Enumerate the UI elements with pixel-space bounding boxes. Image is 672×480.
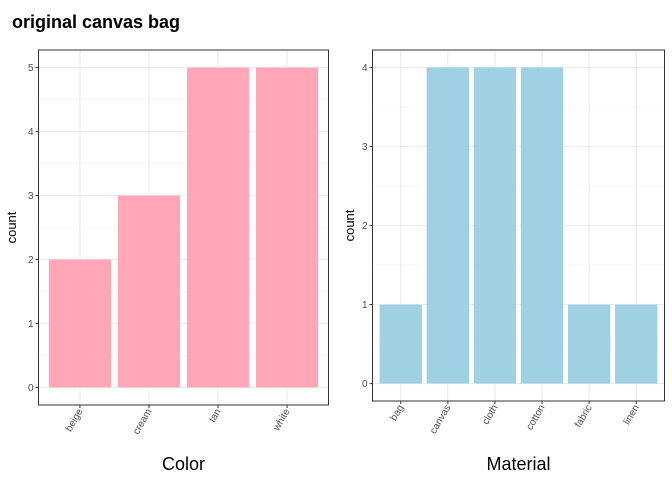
bar-cream [117,195,181,388]
color-count-panel: 0 1 2 3 4 5 beige cream tan white count Color [4,49,329,474]
x-tick-label-beige: beige [64,407,86,434]
bar-cloth [473,67,517,384]
x-tick-label-white: white [271,407,293,434]
x-axis: bag canvas cloth cotton fabric linen [388,401,642,436]
y-tick-label: 3 [28,191,34,202]
y-tick-label: 2 [28,255,34,266]
y-tick-label: 5 [28,63,34,74]
x-axis-title: Material [486,454,550,474]
bar-bag [379,304,422,384]
bar-fabric [567,304,611,384]
x-tick-label-linen: linen [622,403,642,427]
bars [48,67,319,388]
material-count-panel: 0 1 2 3 4 bag canvas cloth cotton fabric linen coun… [342,49,665,474]
y-tick-label: 0 [28,383,34,394]
bar-linen [615,304,658,384]
panel-border [38,49,329,406]
bar-cotton [520,67,564,384]
y-axis: 0 1 2 3 4 [362,63,373,390]
x-tick-label-cloth: cloth [480,403,500,427]
y-axis-title: count [4,211,19,243]
x-tick-label-cotton: cotton [524,403,547,432]
bar-canvas [426,67,470,384]
y-tick-label: 0 [362,379,368,390]
x-tick-label-cream: cream [131,407,154,437]
y-tick-label: 4 [362,63,368,74]
y-tick-label: 1 [362,300,368,311]
y-tick-label: 2 [362,221,368,232]
bar-tan [186,67,250,388]
x-tick-label-tan: tan [207,407,223,425]
y-tick-label: 3 [362,142,368,153]
x-tick-label-bag: bag [388,403,406,423]
bar-beige [48,259,111,388]
x-axis-title: Color [162,454,205,474]
y-tick-label: 4 [28,127,34,138]
bar-white [256,67,319,388]
bars [379,67,658,384]
x-axis: beige cream tan white [64,405,293,437]
figure-title: original canvas bag [12,12,180,32]
x-tick-label-canvas: canvas [428,403,453,436]
x-tick-label-fabric: fabric [573,403,595,430]
y-axis-title: count [342,209,357,241]
y-axis: 0 1 2 3 4 5 [28,63,39,394]
y-tick-label: 1 [28,319,34,330]
